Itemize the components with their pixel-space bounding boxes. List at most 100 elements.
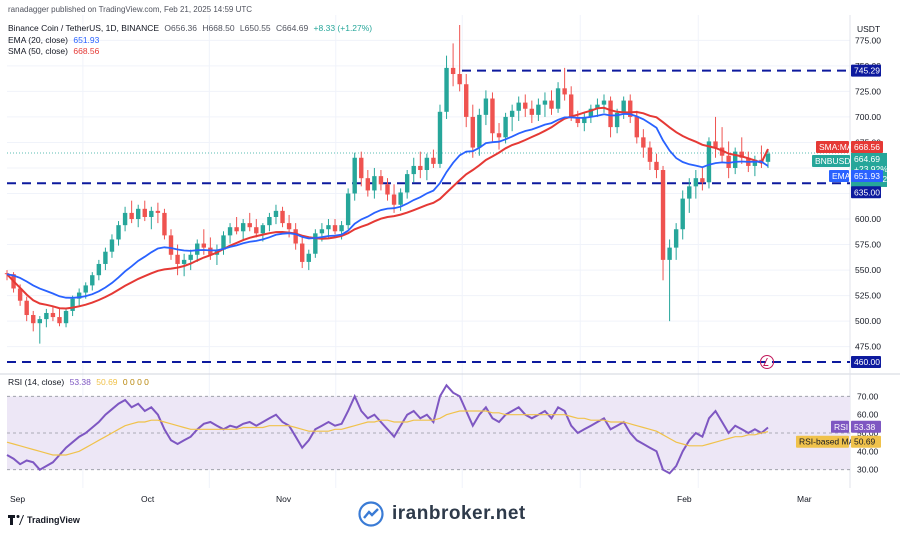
candle-body (549, 100, 554, 109)
candle-body (660, 170, 666, 260)
candle-body (542, 100, 548, 105)
time-axis-label: Feb (677, 494, 692, 504)
candle-body (83, 285, 88, 293)
candle-body (4, 273, 10, 275)
symbol-ohlc-row: Binance Coin / TetherUS, 1D, BINANCE O65… (8, 23, 372, 33)
candle-body (693, 178, 699, 187)
candle-body (424, 157, 430, 171)
symbol-name-tag-bg (812, 154, 850, 167)
rsi-tick-label: 70.00 (857, 391, 879, 401)
candle-body (293, 229, 298, 244)
rsi-ma-value-tag-bg (851, 435, 881, 448)
candle-body (483, 98, 489, 115)
open-value: O656.36 (164, 23, 198, 33)
ema-name-tag-bg (829, 169, 849, 182)
candle-body (155, 210, 161, 213)
price-tick-label: 700.00 (855, 112, 881, 122)
candle-body (732, 151, 738, 168)
candle-body (555, 88, 561, 109)
watermark: iranbroker.net (358, 501, 526, 527)
candle-body (706, 141, 712, 183)
candle-body (286, 223, 292, 230)
price-tick-label: 600.00 (855, 214, 881, 224)
price-tick-label: 475.00 (855, 342, 881, 352)
candle-body (260, 225, 266, 234)
candle-body (437, 111, 443, 164)
candle-body (168, 235, 174, 255)
watermark-text: iranbroker.net (392, 503, 526, 524)
candle-body (313, 233, 318, 254)
candle-body (319, 229, 325, 234)
symbol-name-tag: BNBUSDT (815, 156, 856, 166)
tradingview-logo[interactable]: TradingView (8, 515, 80, 525)
rsi-legend[interactable]: RSI (14, close) 53.38 50.69 0 0 0 0 (8, 377, 149, 387)
candle-body (195, 243, 200, 255)
watermark-logo-icon (358, 501, 384, 527)
candle-body (713, 141, 718, 148)
candle-body (234, 227, 239, 232)
sma-50-line (6, 106, 769, 310)
candle-body (680, 198, 685, 230)
ema-value-tag: 651.93 (854, 171, 880, 181)
rsi-value-tag: 53.38 (854, 422, 876, 432)
alert-icon[interactable] (760, 355, 774, 369)
low-value: L650.55 (239, 23, 271, 33)
rsi-ma-name-tag: RSI-based MA (799, 437, 855, 447)
candle-body (162, 212, 167, 236)
candle-body (575, 116, 580, 124)
published-by: ranadagger published on TradingView.com,… (8, 5, 253, 14)
candle-body (457, 74, 462, 85)
close-value: C664.69 (276, 23, 309, 33)
rsi-name-tag-bg (831, 420, 849, 433)
rsi-ma-line (6, 410, 769, 456)
candle-body (221, 235, 226, 250)
rsi-tick-label: 60.00 (857, 410, 879, 420)
candle-body (273, 210, 279, 217)
candle-body (240, 223, 246, 232)
candle-body (280, 210, 285, 224)
candle-body (568, 94, 574, 117)
candle-body (588, 108, 594, 117)
rsi-ma-value-tag: 50.69 (854, 437, 876, 447)
candle-body (76, 292, 82, 299)
candle-body (608, 100, 613, 128)
sma-legend[interactable]: SMA (50, close) 668.56 (8, 46, 99, 56)
candle-body (509, 110, 515, 117)
candle-body (385, 184, 390, 195)
candle-body (647, 147, 653, 162)
candle-body (614, 112, 620, 128)
candle-body (17, 288, 23, 301)
rsi-ma-name-tag-bg (796, 435, 849, 448)
symbol-title[interactable]: Binance Coin / TetherUS, 1D, BINANCE (8, 23, 160, 33)
candle-body (31, 315, 36, 324)
ema-legend[interactable]: EMA (20, close) 651.93 (8, 35, 99, 45)
level-745-tag: 745.29 (854, 66, 880, 76)
high-value: H668.50 (202, 23, 235, 33)
candle-body (175, 254, 180, 264)
price-tick-label: 525.00 (855, 291, 881, 301)
candle-body (601, 100, 607, 105)
time-axis[interactable]: Sep Oct Nov Feb Mar (10, 494, 812, 504)
rsi-ma-legend-value: 50.69 (96, 377, 118, 387)
candle-body (582, 116, 587, 124)
candle-body (254, 227, 259, 234)
candle-body (450, 67, 456, 75)
candle-body (90, 275, 95, 286)
candle-body (129, 212, 134, 220)
level-635-tag: 635.00 (854, 187, 880, 197)
level-635-tag-bg (851, 186, 881, 199)
candle-body (562, 88, 567, 95)
price-axis[interactable]: USDT775.00750.00725.00700.00675.00650.00… (855, 24, 881, 475)
candle-body (404, 174, 410, 193)
candle-body (431, 157, 436, 164)
candle-body (523, 102, 528, 109)
candle-body (621, 100, 626, 113)
sma-legend-label: SMA (50, close) (8, 46, 68, 56)
candle-body (700, 178, 705, 183)
candle-body (595, 104, 600, 109)
candle-body (418, 165, 423, 171)
price-tick-label: 725.00 (855, 86, 881, 96)
ema-value-tag-bg (851, 169, 883, 182)
candle-body (267, 216, 272, 226)
